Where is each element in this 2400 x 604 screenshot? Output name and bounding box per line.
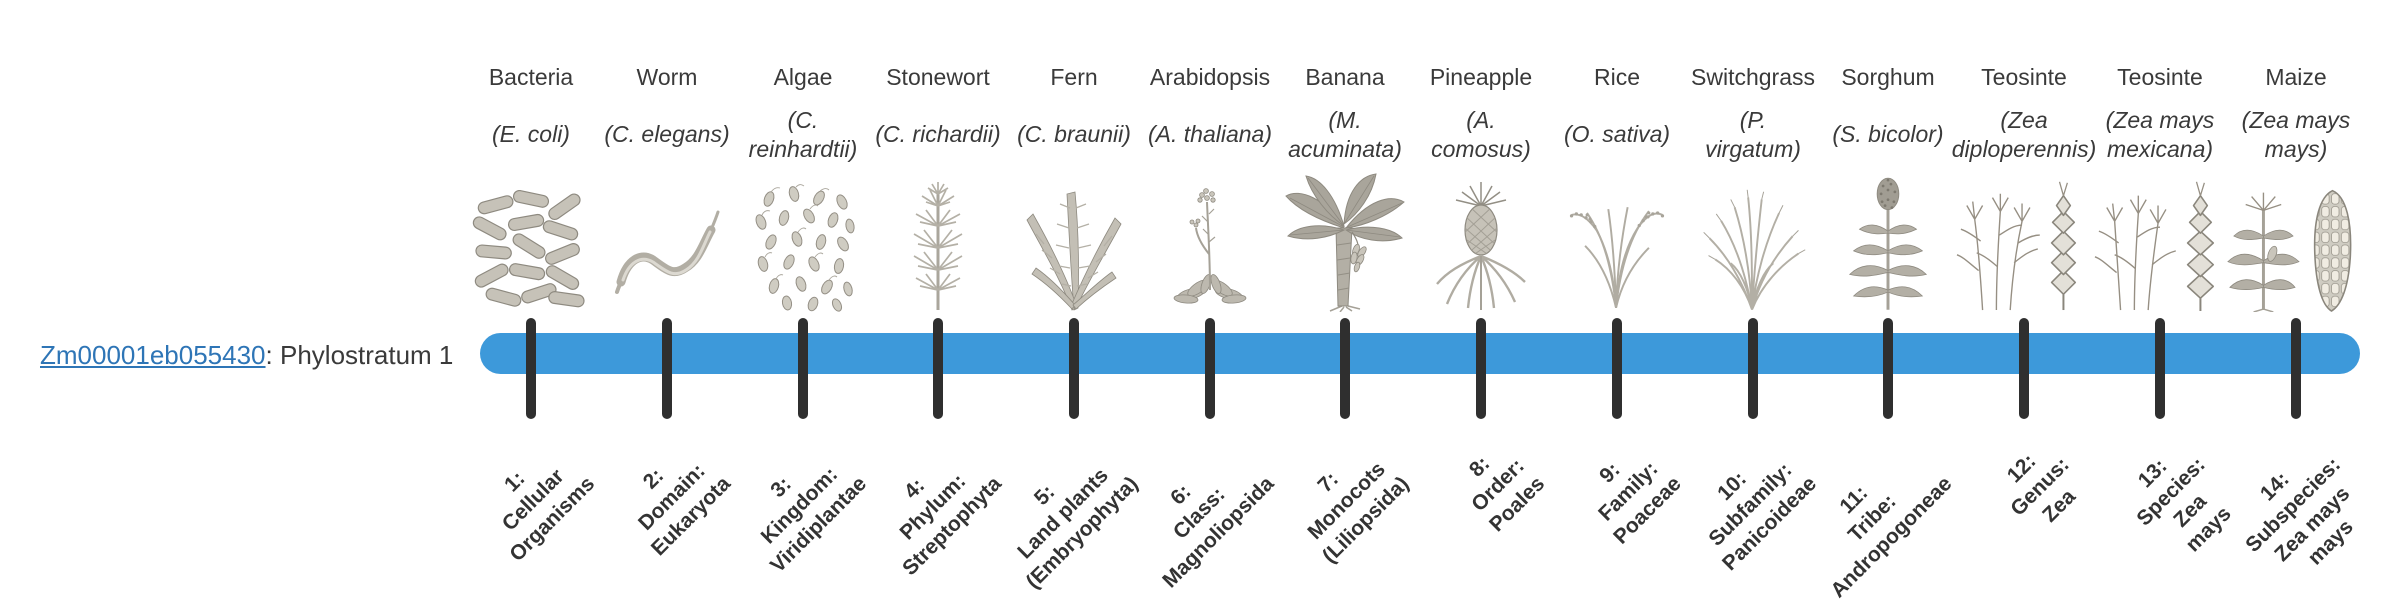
stonewort-illustration <box>860 168 1016 312</box>
phylostratum-tick-6 <box>1205 318 1215 419</box>
phylostrata-figure: { "colors":{"bar":"#3d99da","tick":"#2f2… <box>40 64 2374 603</box>
worm-illustration <box>589 168 745 312</box>
phylostratum-tick-9 <box>1612 318 1622 419</box>
organism-scientific-name: (S. bicolor) <box>1832 121 1944 148</box>
organism-scientific-name: (Zea mays mexicana) <box>2105 106 2215 162</box>
arabidopsis-illustration <box>1132 168 1288 312</box>
phylostratum-tick-5 <box>1069 318 1079 419</box>
gene-label: Zm00001eb055430: Phylostratum 1 <box>40 340 453 371</box>
organism-scientific-name: (C. elegans) <box>604 121 730 148</box>
fern-illustration <box>996 168 1152 312</box>
sorghum-illustration <box>1810 168 1966 312</box>
organism-scientific-name: (C. reinhardtii) <box>748 106 858 162</box>
organism-scientific-name: (M. acuminata) <box>1288 106 1402 162</box>
maize-illustration <box>2218 168 2374 312</box>
phylostratum-text: Phylostratum 1 <box>279 340 454 370</box>
organism-common-name: Sorghum <box>1841 64 1935 90</box>
phylostratum-tick-11 <box>1883 318 1893 419</box>
algae-illustration <box>725 168 881 312</box>
gene-separator: : <box>265 340 280 370</box>
phylostratum-tick-4 <box>933 318 943 419</box>
organism-common-name: Teosinte <box>2117 64 2203 90</box>
organism-scientific-name: (E. coli) <box>492 121 570 148</box>
phylostratum-tick-7 <box>1340 318 1350 419</box>
organism-common-name: Arabidopsis <box>1149 64 1271 90</box>
phylostratum-tick-3 <box>798 318 808 419</box>
organism-scientific-name: (C. braunii) <box>1017 121 1131 148</box>
organism-scientific-name: (P. virgatum) <box>1705 106 1801 162</box>
organism-common-name: Worm <box>636 64 698 90</box>
phylostratum-tick-12 <box>2019 318 2029 419</box>
rice-illustration <box>1539 168 1695 312</box>
gene-id-link[interactable]: Zm00001eb055430 <box>40 340 266 370</box>
banana-illustration <box>1267 168 1423 312</box>
switchgrass-illustration <box>1675 168 1831 312</box>
phylostratum-tick-1 <box>526 318 536 419</box>
organism-common-name: Maize <box>2265 64 2327 90</box>
organism-common-name: Banana <box>1305 64 1385 90</box>
phylostrata-timeline-bar <box>480 333 2360 374</box>
phylostratum-tick-8 <box>1476 318 1486 419</box>
organism-scientific-name: (A. comosus) <box>1431 106 1531 162</box>
organism-common-name: Bacteria <box>488 64 574 90</box>
phylostratum-tick-2 <box>662 318 672 419</box>
teosinte-diploperennis-illustration <box>1946 168 2102 312</box>
organism-common-name: Switchgrass <box>1691 64 1815 90</box>
organism-scientific-name: (Zea diploperennis) <box>1951 106 2097 162</box>
phylostratum-tick-14 <box>2291 318 2301 419</box>
organism-common-name: Fern <box>1050 64 1098 90</box>
phylostratum-tick-10 <box>1748 318 1758 419</box>
phylostratum-tick-13 <box>2155 318 2165 419</box>
organism-scientific-name: (Zea mays mays) <box>2241 106 2351 162</box>
pineapple-illustration <box>1403 168 1559 312</box>
organism-common-name: Teosinte <box>1981 64 2067 90</box>
organism-common-name: Stonewort <box>886 64 990 90</box>
teosinte-mexicana-illustration <box>2082 168 2238 312</box>
organism-scientific-name: (O. sativa) <box>1563 121 1671 148</box>
organism-common-name: Rice <box>1593 64 1641 90</box>
organism-scientific-name: (A. thaliana) <box>1147 121 1272 148</box>
organism-scientific-name: (C. richardii) <box>875 121 1001 148</box>
bacteria-illustration <box>453 168 609 312</box>
organism-common-name: Pineapple <box>1429 64 1533 90</box>
organism-common-name: Algae <box>773 64 833 90</box>
